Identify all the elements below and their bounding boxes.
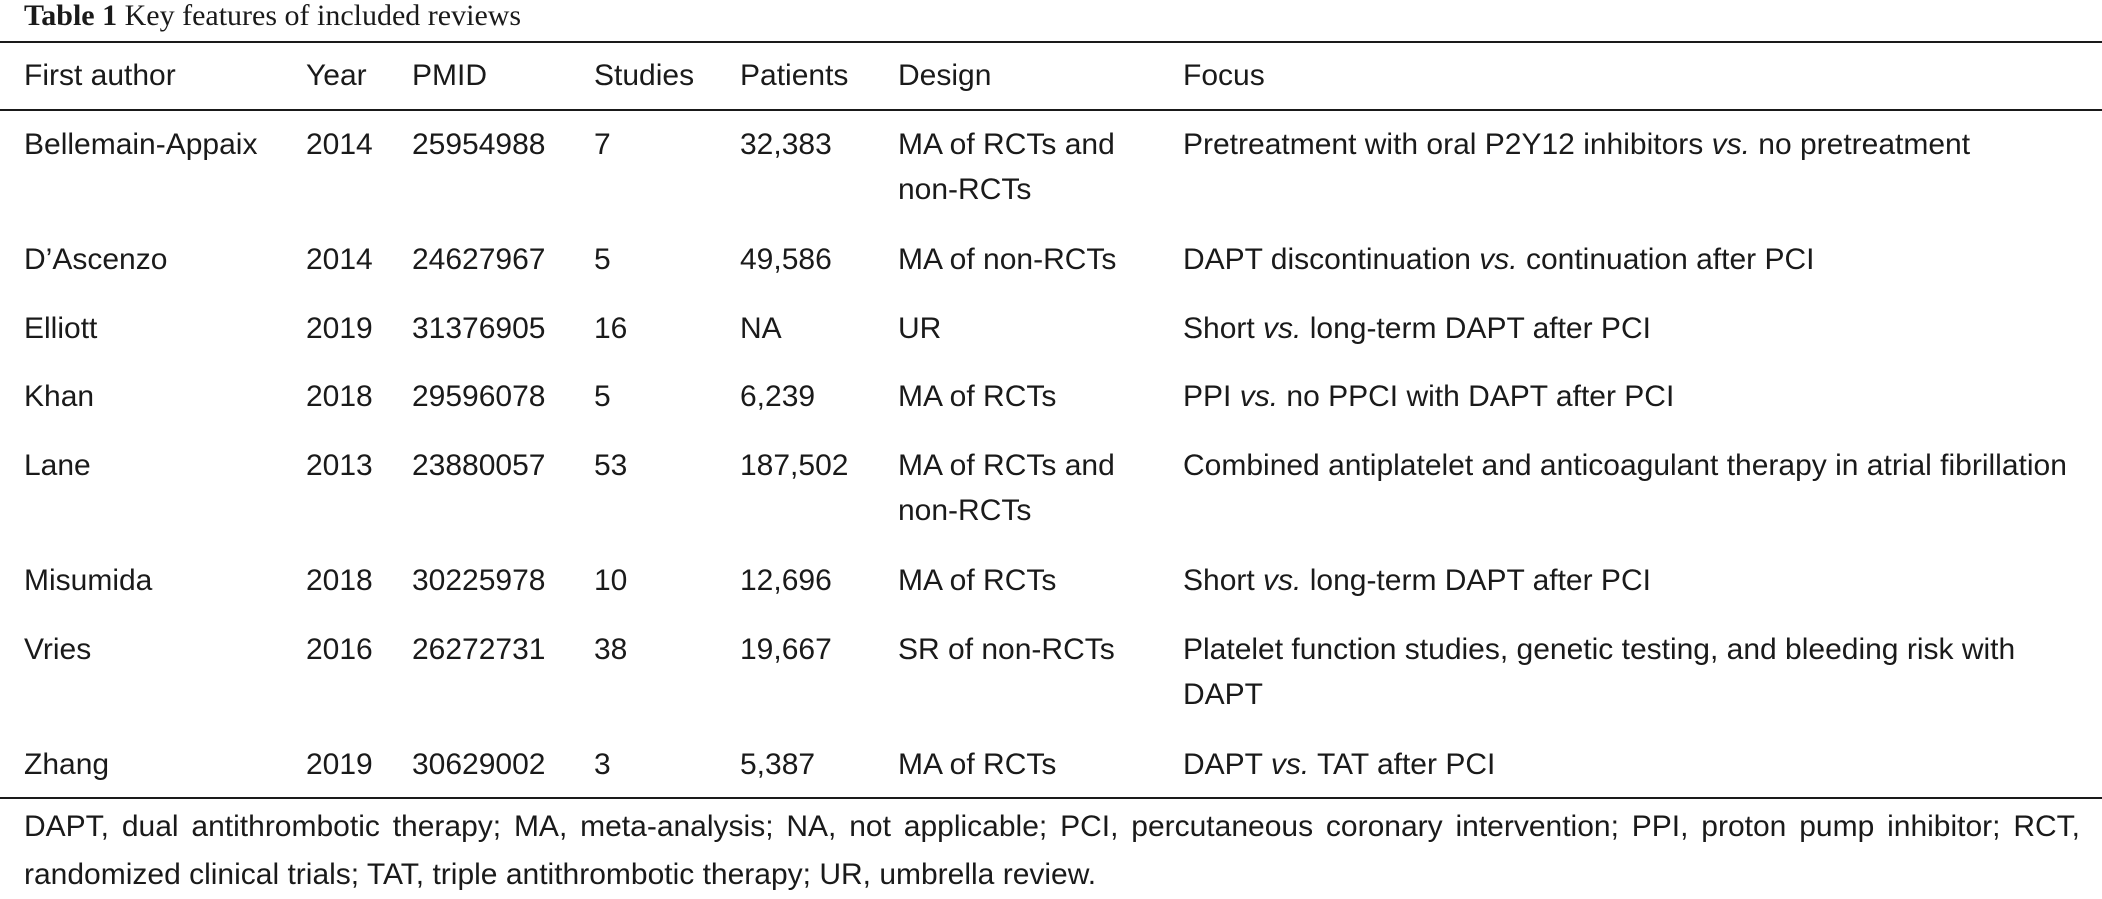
focus-text: Combined antiplatelet and anticoagulant …: [1183, 449, 2067, 482]
cell-author: D’Ascenzo: [24, 243, 168, 276]
column-header-year: Year: [306, 59, 367, 92]
cell-patients: NA: [740, 312, 782, 345]
column-header-focus: Focus: [1183, 59, 1265, 92]
cell-focus: Short vs. long-term DAPT after PCI: [1183, 558, 2083, 603]
cell-pmid: 26272731: [412, 633, 546, 666]
focus-vs: vs.: [1263, 312, 1302, 345]
focus-vs: vs.: [1270, 748, 1310, 781]
table-caption: Table 1 Key features of included reviews: [24, 0, 521, 40]
cell-author: Misumida: [24, 564, 153, 597]
cell-studies: 38: [594, 633, 628, 666]
cell-studies: 3: [594, 748, 611, 781]
cell-focus: DAPT discontinuation vs. continuation af…: [1183, 237, 2083, 282]
header-rule: [0, 109, 2102, 111]
focus-vs: vs.: [1479, 243, 1518, 276]
cell-studies: 5: [594, 380, 611, 413]
cell-pmid: 30629002: [412, 748, 546, 781]
cell-author: Lane: [24, 449, 91, 482]
focus-text: long-term DAPT after PCI: [1301, 564, 1651, 597]
cell-design: MA of RCTs: [898, 748, 1057, 781]
focus-vs: vs.: [1711, 128, 1750, 161]
cell-design: SR of non-RCTs: [898, 633, 1115, 666]
focus-vs: vs.: [1239, 380, 1279, 413]
cell-pmid: 25954988: [412, 128, 546, 161]
bottom-rule: [0, 797, 2102, 799]
cell-patients: 12,696: [740, 564, 832, 597]
cell-year: 2014: [306, 243, 373, 276]
column-header-studies: Studies: [594, 59, 695, 92]
cell-design: MA of RCTs: [898, 380, 1057, 413]
column-header-patients: Patients: [740, 59, 849, 92]
cell-author: Zhang: [24, 748, 110, 781]
column-header-author: First author: [24, 59, 176, 92]
cell-year: 2019: [306, 748, 373, 781]
cell-year: 2018: [306, 380, 373, 413]
focus-text: Pretreatment with oral P2Y12 inhibitors: [1183, 128, 1712, 161]
cell-author: Vries: [24, 633, 92, 666]
focus-text: Platelet function studies, genetic testi…: [1183, 633, 2016, 711]
cell-design: MA of RCTs: [898, 564, 1057, 597]
table-label: Table 1: [24, 0, 118, 32]
cell-design: MA of RCTs and non-RCTs: [898, 449, 1115, 527]
cell-focus: Combined antiplatelet and anticoagulant …: [1183, 443, 2083, 488]
cell-focus: Short vs. long-term DAPT after PCI: [1183, 306, 2083, 351]
cell-year: 2013: [306, 449, 373, 482]
cell-patients: 5,387: [740, 748, 816, 781]
focus-text: PPI: [1183, 380, 1240, 413]
cell-studies: 10: [594, 564, 628, 597]
focus-text: Short: [1183, 312, 1264, 345]
cell-design: MA of non-RCTs: [898, 243, 1117, 276]
focus-vs: vs.: [1263, 564, 1302, 597]
cell-year: 2016: [306, 633, 373, 666]
cell-patients: 6,239: [740, 380, 816, 413]
cell-patients: 32,383: [740, 128, 832, 161]
cell-author: Elliott: [24, 312, 98, 345]
focus-text: DAPT: [1183, 748, 1271, 781]
cell-focus: Platelet function studies, genetic testi…: [1183, 627, 2083, 717]
column-header-pmid: PMID: [412, 59, 487, 92]
cell-studies: 53: [594, 449, 628, 482]
cell-patients: 49,586: [740, 243, 832, 276]
focus-text: long-term DAPT after PCI: [1301, 312, 1651, 345]
cell-pmid: 24627967: [412, 243, 546, 276]
cell-year: 2018: [306, 564, 373, 597]
cell-pmid: 31376905: [412, 312, 546, 345]
column-header-design: Design: [898, 59, 992, 92]
cell-year: 2014: [306, 128, 373, 161]
focus-text: Short: [1183, 564, 1264, 597]
cell-design: UR: [898, 312, 942, 345]
cell-pmid: 23880057: [412, 449, 546, 482]
cell-year: 2019: [306, 312, 373, 345]
cell-focus: Pretreatment with oral P2Y12 inhibitors …: [1183, 122, 2083, 167]
cell-focus: DAPT vs. TAT after PCI: [1183, 742, 2083, 787]
cell-patients: 187,502: [740, 449, 849, 482]
focus-text: no PPCI with DAPT after PCI: [1278, 380, 1675, 413]
focus-text: DAPT discontinuation: [1183, 243, 1480, 276]
cell-author: Bellemain-Appaix: [24, 128, 258, 161]
top-rule: [0, 41, 2102, 43]
table-footnote: DAPT, dual antithrombotic therapy; MA, m…: [24, 810, 2080, 891]
cell-design: MA of RCTs and non-RCTs: [898, 128, 1115, 206]
focus-text: TAT after PCI: [1309, 748, 1496, 781]
focus-text: continuation after PCI: [1517, 243, 1815, 276]
cell-pmid: 30225978: [412, 564, 546, 597]
focus-text: no pretreatment: [1749, 128, 1971, 161]
cell-patients: 19,667: [740, 633, 832, 666]
cell-studies: 7: [594, 128, 611, 161]
table-title: Key features of included reviews: [124, 0, 522, 32]
cell-studies: 5: [594, 243, 611, 276]
cell-studies: 16: [594, 312, 628, 345]
cell-focus: PPI vs. no PPCI with DAPT after PCI: [1183, 374, 2083, 419]
cell-author: Khan: [24, 380, 95, 413]
cell-pmid: 29596078: [412, 380, 546, 413]
